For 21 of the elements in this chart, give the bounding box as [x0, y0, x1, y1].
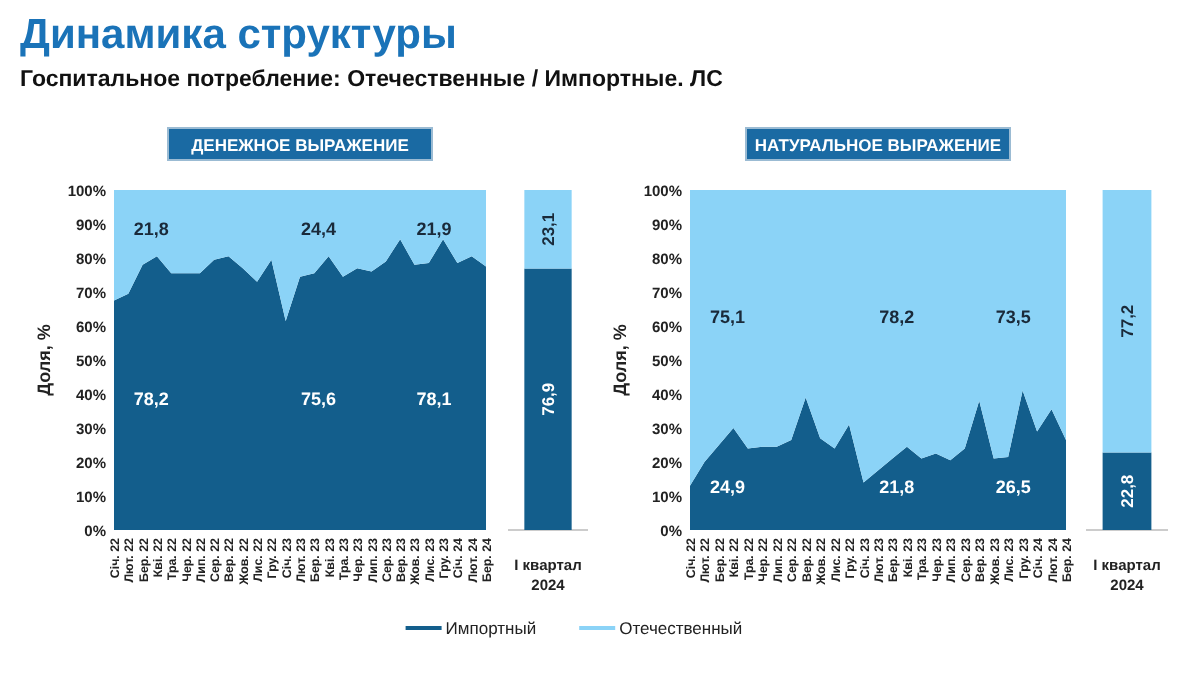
data-label: 77,2 — [1117, 304, 1137, 338]
y-axis-title: Доля, % — [610, 324, 630, 396]
annotation: 26,5 — [995, 476, 1031, 497]
chart-title: НАТУРАЛЬНОЕ ВЫРАЖЕНИЕ — [754, 135, 1002, 155]
chart-title: ДЕНЕЖНОЕ ВЫРАЖЕНИЕ — [191, 135, 410, 155]
annotation: 21,8 — [133, 219, 169, 240]
annotation: 21,8 — [879, 476, 915, 497]
legend-label: Отечественный — [619, 618, 743, 638]
annotation: 24,4 — [301, 219, 337, 240]
annotation: 24,9 — [710, 476, 746, 497]
y-axis-title: Доля, % — [34, 324, 54, 396]
annotation: 73,5 — [995, 306, 1031, 327]
annotation: 78,2 — [879, 306, 915, 327]
data-label: 76,9 — [538, 382, 558, 416]
annotation: 21,9 — [416, 219, 452, 240]
text: Госпитальное потребление: Отечественные / Импортные. ЛС — [20, 68, 723, 92]
data-label: 23,1 — [538, 212, 558, 246]
legend-label: Импортный — [445, 618, 537, 638]
annotation: 75,1 — [710, 306, 746, 327]
text: Динамика структуры — [20, 12, 457, 58]
data-label: 22,8 — [1117, 474, 1137, 508]
